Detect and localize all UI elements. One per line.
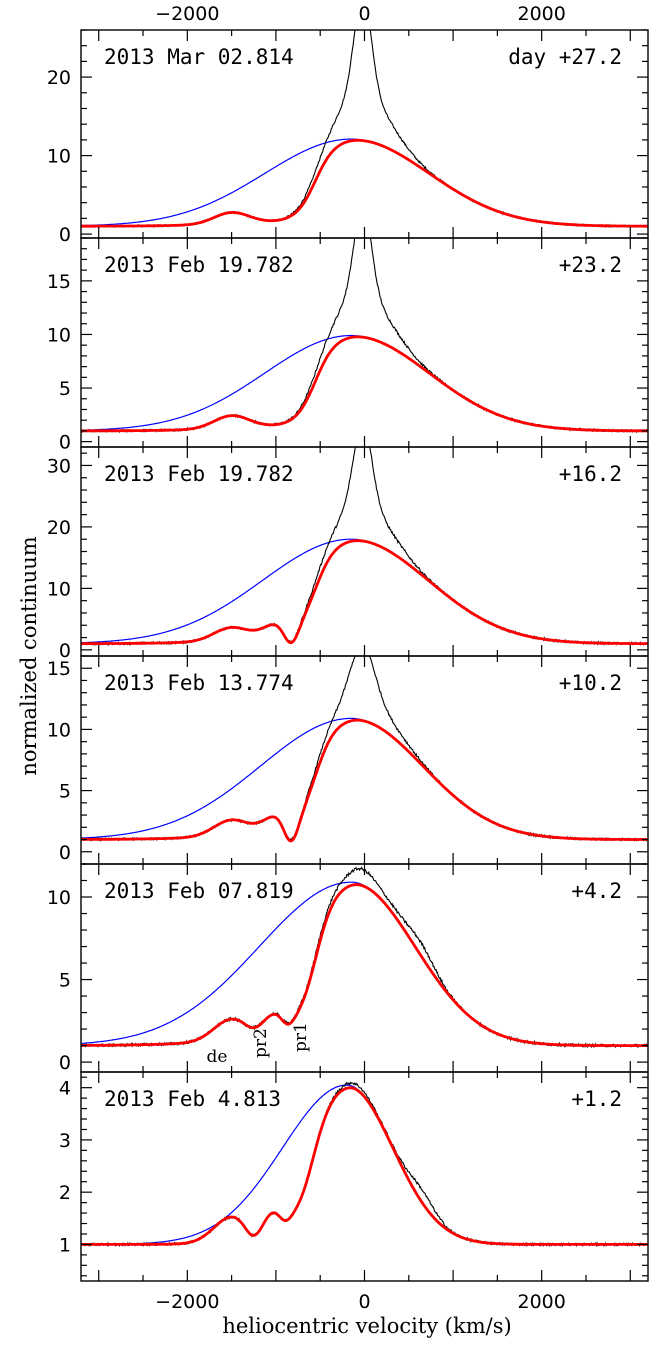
annotation-pr2: pr2	[251, 1028, 271, 1058]
panel-1: 0 10 20 2013 Mar 02.814 day +27.2	[47, 29, 649, 246]
panel-date-label: 2013 Feb 19.782	[104, 253, 294, 277]
panel-4: 0 5 10 15 2013 Feb 13.774 +10.2	[47, 655, 649, 865]
unabsorbed-profile-line	[81, 334, 648, 432]
y-tick-label: 5	[59, 378, 71, 400]
panel-date-label: 2013 Feb 4.813	[104, 1087, 281, 1111]
unabsorbed-profile-line	[81, 538, 648, 645]
y-tick-label: 10	[47, 146, 71, 168]
model-fit-line	[81, 1086, 648, 1246]
x-axis-title: heliocentric velocity (km/s)	[222, 1314, 511, 1338]
panel-day-label: +1.2	[571, 1087, 622, 1111]
y-tick-label: 30	[47, 455, 71, 477]
y-tick-label: 4	[59, 1078, 71, 1100]
panel-day-label: day +27.2	[508, 45, 622, 69]
y-tick-label: 0	[59, 1052, 71, 1074]
y-tick-label: 1	[59, 1234, 71, 1256]
bottom-x-tick-label: −2000	[155, 1291, 219, 1313]
top-x-axis: −2000 0 2000	[155, 3, 566, 25]
unabsorbed-profile-line	[81, 881, 648, 1047]
y-tick-label: 0	[59, 640, 71, 662]
y-tick-label: 0	[59, 224, 71, 246]
top-x-tick-label: 0	[358, 3, 370, 25]
panel-day-label: +10.2	[559, 671, 622, 695]
bottom-x-tick-label: 2000	[518, 1291, 566, 1313]
model-fit-line	[81, 335, 648, 433]
model-fit-line	[81, 718, 648, 843]
y-tick-label: 3	[59, 1130, 71, 1152]
panel-date-label: 2013 Mar 02.814	[104, 45, 294, 69]
y-tick-label: 0	[59, 432, 71, 454]
annotation-de: de	[207, 1047, 228, 1067]
y-tick-label: 5	[59, 970, 71, 992]
panel-date-label: 2013 Feb 19.782	[104, 462, 294, 486]
model-fit-line	[81, 539, 648, 645]
panel-2: 0 5 10 15 2013 Feb 19.782 +23.2	[47, 237, 649, 454]
unabsorbed-profile-line	[81, 717, 648, 841]
model-fit-line	[81, 138, 648, 228]
y-tick-label: 10	[47, 887, 71, 909]
model-fit-line	[81, 883, 648, 1047]
panel-5: 0 5 10 2013 Feb 07.819 +4.2 de pr2 pr1	[47, 863, 649, 1074]
panel-3: 0 10 20 30 2013 Feb 19.782 +16.2	[47, 446, 649, 662]
y-axis-title: normalized continuum	[17, 536, 41, 775]
y-tick-label: 20	[47, 517, 71, 539]
annotation-pr1: pr1	[291, 1022, 311, 1052]
panel-day-label: +23.2	[559, 253, 622, 277]
y-tick-label: 20	[47, 67, 71, 89]
y-tick-label: 15	[47, 271, 71, 293]
y-tick-label: 10	[47, 324, 71, 346]
panel-date-label: 2013 Feb 07.819	[104, 879, 294, 903]
bottom-x-tick-label: 0	[358, 1291, 370, 1313]
y-tick-label: 5	[59, 781, 71, 803]
y-tick-label: 10	[47, 578, 71, 600]
unabsorbed-profile-line	[81, 138, 648, 227]
top-x-tick-label: −2000	[155, 3, 219, 25]
top-x-tick-label: 2000	[518, 3, 566, 25]
y-tick-label: 15	[47, 658, 71, 680]
panel-date-label: 2013 Feb 13.774	[104, 671, 294, 695]
panel-day-label: +4.2	[571, 879, 622, 903]
panel-day-label: +16.2	[559, 462, 622, 486]
y-tick-label: 2	[59, 1182, 71, 1204]
y-tick-label: 0	[59, 842, 71, 864]
panel-6: 1 2 3 4 2013 Feb 4.813 +1.2 −2000 0 2000	[59, 1071, 649, 1313]
y-tick-label: 10	[47, 719, 71, 741]
